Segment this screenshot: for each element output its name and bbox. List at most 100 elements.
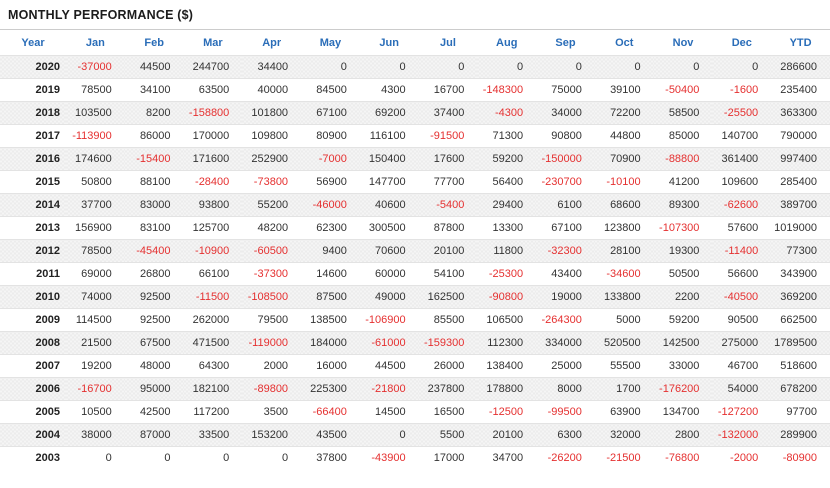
value-cell: 997400 — [771, 147, 830, 171]
column-header-sep[interactable]: Sep — [536, 30, 595, 56]
value-cell: -40500 — [712, 285, 772, 309]
value-cell: 67500 — [124, 331, 184, 355]
column-header-jan[interactable]: Jan — [66, 30, 125, 56]
value-cell: 0 — [477, 55, 537, 79]
column-header-feb[interactable]: Feb — [124, 30, 184, 56]
year-cell: 2003 — [0, 446, 66, 469]
value-cell: 33500 — [183, 423, 243, 447]
value-cell: 67100 — [536, 216, 595, 240]
value-cell: 67100 — [301, 101, 360, 125]
value-cell: 134700 — [653, 400, 713, 424]
value-cell: 83100 — [124, 216, 184, 240]
column-header-jun[interactable]: Jun — [359, 30, 419, 56]
value-cell: 78500 — [66, 239, 125, 263]
value-cell: -99500 — [536, 400, 595, 424]
value-cell: -45400 — [124, 239, 184, 263]
value-cell: 244700 — [183, 55, 243, 79]
value-cell: 117200 — [183, 400, 243, 424]
value-cell: 5000 — [594, 308, 654, 332]
value-cell: -264300 — [536, 308, 595, 332]
column-header-mar[interactable]: Mar — [183, 30, 243, 56]
value-cell: -1600 — [712, 78, 772, 102]
value-cell: -132000 — [712, 423, 772, 447]
value-cell: -61000 — [359, 331, 419, 355]
value-cell: 0 — [594, 55, 654, 79]
value-cell: 40600 — [359, 193, 419, 217]
column-header-dec[interactable]: Dec — [712, 30, 772, 56]
year-cell: 2012 — [0, 239, 66, 263]
year-cell: 2018 — [0, 101, 66, 125]
value-cell: 389700 — [771, 193, 830, 217]
value-cell: 133800 — [594, 285, 654, 309]
value-cell: 72200 — [594, 101, 654, 125]
column-header-year[interactable]: Year — [0, 30, 66, 56]
value-cell: 32000 — [594, 423, 654, 447]
year-cell: 2017 — [0, 124, 66, 148]
value-cell: 1019000 — [771, 216, 830, 240]
value-cell: 0 — [124, 446, 184, 469]
value-cell: 63900 — [594, 400, 654, 424]
value-cell: 34400 — [242, 55, 302, 79]
column-header-aug[interactable]: Aug — [477, 30, 537, 56]
value-cell: 97700 — [771, 400, 830, 424]
value-cell: -5400 — [418, 193, 478, 217]
value-cell: -62600 — [712, 193, 772, 217]
value-cell: 252900 — [242, 147, 302, 171]
value-cell: 300500 — [359, 216, 419, 240]
value-cell: 34700 — [477, 446, 537, 469]
column-header-oct[interactable]: Oct — [594, 30, 654, 56]
year-cell: 2010 — [0, 285, 66, 309]
value-cell: 68600 — [594, 193, 654, 217]
value-cell: -60500 — [242, 239, 302, 263]
value-cell: 39100 — [594, 78, 654, 102]
value-cell: 10500 — [66, 400, 125, 424]
value-cell: 171600 — [183, 147, 243, 171]
value-cell: 0 — [712, 55, 772, 79]
value-cell: 70600 — [359, 239, 419, 263]
column-header-jul[interactable]: Jul — [418, 30, 478, 56]
value-cell: -26200 — [536, 446, 595, 469]
value-cell: 41200 — [653, 170, 713, 194]
value-cell: 1700 — [594, 377, 654, 401]
column-header-nov[interactable]: Nov — [653, 30, 713, 56]
value-cell: 101800 — [242, 101, 302, 125]
value-cell: 85000 — [653, 124, 713, 148]
column-header-may[interactable]: May — [301, 30, 360, 56]
value-cell: 59200 — [653, 308, 713, 332]
value-cell: 150400 — [359, 147, 419, 171]
table-row: 2008 21500 67500 471500 -119000 184000 -61000-… — [0, 331, 830, 355]
year-cell: 2013 — [0, 216, 66, 240]
value-cell: 147700 — [359, 170, 419, 194]
value-cell: 112300 — [477, 331, 537, 355]
column-header-ytd[interactable]: YTD — [771, 30, 830, 56]
value-cell: 2000 — [242, 354, 302, 378]
value-cell: -119000 — [242, 331, 302, 355]
value-cell: 38000 — [66, 423, 125, 447]
value-cell: 55200 — [242, 193, 302, 217]
value-cell: -106900 — [359, 308, 419, 332]
value-cell: 90800 — [536, 124, 595, 148]
page-title: MONTHLY PERFORMANCE ($) — [0, 0, 830, 30]
table-body: 2020 -37000 44500 244700 34400 0 0 0 0 0 0 0 0 286600… — [0, 55, 830, 469]
value-cell: 56900 — [301, 170, 360, 194]
value-cell: 109800 — [242, 124, 302, 148]
value-cell: 62300 — [301, 216, 360, 240]
value-cell: -76800 — [653, 446, 713, 469]
value-cell: 58500 — [653, 101, 713, 125]
year-cell: 2007 — [0, 354, 66, 378]
value-cell: -2000 — [712, 446, 772, 469]
value-cell: -21500 — [594, 446, 654, 469]
value-cell: -80900 — [771, 446, 830, 469]
value-cell: 56600 — [712, 262, 772, 286]
column-header-apr[interactable]: Apr — [242, 30, 302, 56]
value-cell: 87500 — [301, 285, 360, 309]
value-cell: 50800 — [66, 170, 125, 194]
value-cell: 0 — [653, 55, 713, 79]
value-cell: 66100 — [183, 262, 243, 286]
year-cell: 2006 — [0, 377, 66, 401]
table-header: Year Jan Feb Mar Apr May Jun Jul Aug Sep Oct Nov Dec… — [0, 30, 830, 56]
value-cell: 106500 — [477, 308, 537, 332]
value-cell: -4300 — [477, 101, 537, 125]
value-cell: 153200 — [242, 423, 302, 447]
value-cell: 140700 — [712, 124, 772, 148]
